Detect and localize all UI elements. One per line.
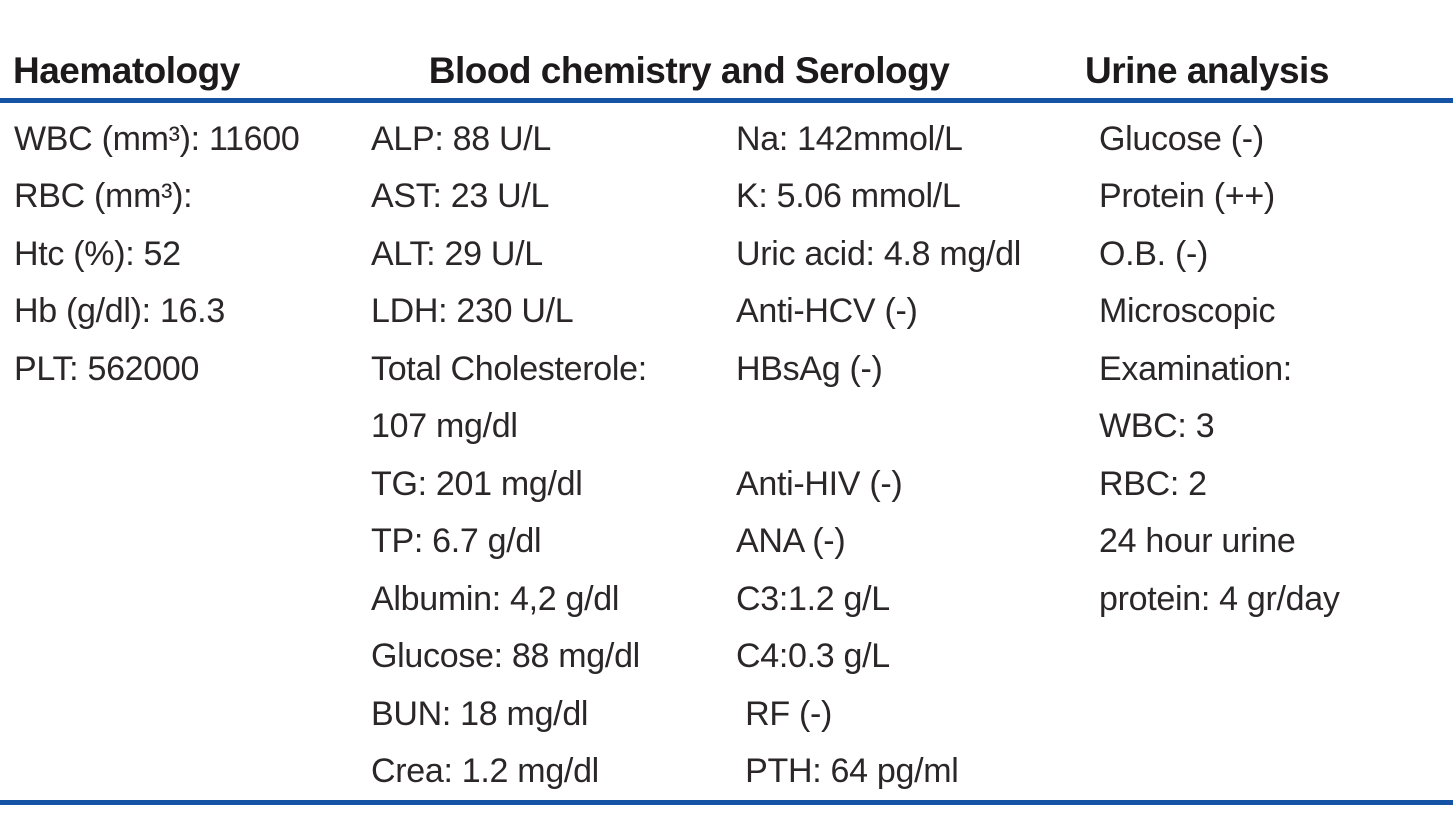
table-cell-haematology: Htc (%): 52 — [14, 234, 181, 273]
table-body: WBC (mm³): 11600 ALP: 88 U/L Na: 142mmol… — [0, 103, 1453, 800]
table-cell-serology: Uric acid: 4.8 mg/dl — [736, 234, 1021, 273]
table-cell-urine: Glucose (-) — [1099, 119, 1264, 158]
table-cell-serology: Anti-HIV (-) — [736, 464, 903, 503]
table-bottom-rule — [0, 800, 1453, 805]
table-cell-urine: protein: 4 gr/day — [1099, 579, 1340, 618]
table-cell-blood-chemistry: Total Cholesterole: — [371, 349, 647, 388]
table-cell-blood-chemistry: TG: 201 mg/dl — [371, 464, 583, 503]
table-cell-urine: 24 hour urine — [1099, 522, 1296, 561]
table-cell-urine: Microscopic — [1099, 292, 1276, 331]
table-cell-urine: WBC: 3 — [1099, 407, 1215, 446]
table-cell-urine: RBC: 2 — [1099, 464, 1207, 503]
table-cell-serology: C3:1.2 g/L — [736, 579, 890, 618]
table-cell-blood-chemistry: AST: 23 U/L — [371, 177, 550, 216]
table-row: 107 mg/dl WBC: 3 — [0, 398, 1453, 456]
table-row: TG: 201 mg/dl Anti-HIV (-) RBC: 2 — [0, 455, 1453, 513]
column-header-haematology: Haematology — [13, 50, 240, 91]
table-cell-serology: HBsAg (-) — [736, 349, 883, 388]
table-row: Htc (%): 52 ALT: 29 U/L Uric acid: 4.8 m… — [0, 225, 1453, 283]
table-cell-urine: Protein (++) — [1099, 177, 1275, 216]
column-header-urine-analysis: Urine analysis — [1085, 50, 1329, 91]
table-row: Albumin: 4,2 g/dl C3:1.2 g/L protein: 4 … — [0, 570, 1453, 628]
table-row: WBC (mm³): 11600 ALP: 88 U/L Na: 142mmol… — [0, 110, 1453, 168]
column-header-blood-chemistry-serology: Blood chemistry and Serology — [428, 50, 950, 91]
table-row: PLT: 562000 Total Cholesterole: HBsAg (-… — [0, 340, 1453, 398]
table-cell-blood-chemistry: Crea: 1.2 mg/dl — [371, 752, 599, 791]
table-cell-serology: Anti-HCV (-) — [736, 292, 918, 331]
table-cell-serology: C4:0.3 g/L — [736, 637, 890, 676]
table-cell-blood-chemistry: TP: 6.7 g/dl — [371, 522, 542, 561]
table-cell-blood-chemistry: Glucose: 88 mg/dl — [371, 637, 640, 676]
table-cell-blood-chemistry: 107 mg/dl — [371, 407, 518, 446]
table-row: Glucose: 88 mg/dl C4:0.3 g/L — [0, 628, 1453, 686]
table-row: BUN: 18 mg/dl RF (-) — [0, 685, 1453, 743]
table-row: Crea: 1.2 mg/dl PTH: 64 pg/ml — [0, 743, 1453, 801]
table-cell-haematology: WBC (mm³): 11600 — [14, 119, 300, 158]
table-cell-blood-chemistry: LDH: 230 U/L — [371, 292, 574, 331]
table-cell-serology: Na: 142mmol/L — [736, 119, 963, 158]
table-cell-serology: ANA (-) — [736, 522, 846, 561]
table-cell-haematology: Hb (g/dl): 16.3 — [14, 292, 225, 331]
table-header-row: Haematology Blood chemistry and Serology… — [0, 0, 1453, 103]
table-cell-blood-chemistry: ALT: 29 U/L — [371, 234, 543, 273]
table-cell-serology: K: 5.06 mmol/L — [736, 177, 961, 216]
table-cell-serology: RF (-) — [736, 694, 833, 733]
table-cell-blood-chemistry: ALP: 88 U/L — [371, 119, 552, 158]
table-cell-urine: O.B. (-) — [1099, 234, 1209, 273]
table-cell-haematology: RBC (mm³): — [14, 177, 193, 216]
table-row: Hb (g/dl): 16.3 LDH: 230 U/L Anti-HCV (-… — [0, 283, 1453, 341]
table-row: TP: 6.7 g/dl ANA (-) 24 hour urine — [0, 513, 1453, 571]
table-cell-urine: Examination: — [1099, 349, 1292, 388]
table-cell-blood-chemistry: Albumin: 4,2 g/dl — [371, 579, 620, 618]
table-cell-serology: PTH: 64 pg/ml — [736, 752, 959, 791]
table-cell-blood-chemistry: BUN: 18 mg/dl — [371, 694, 589, 733]
table-row: RBC (mm³): AST: 23 U/L K: 5.06 mmol/L Pr… — [0, 168, 1453, 226]
table-cell-haematology: PLT: 562000 — [14, 349, 200, 388]
